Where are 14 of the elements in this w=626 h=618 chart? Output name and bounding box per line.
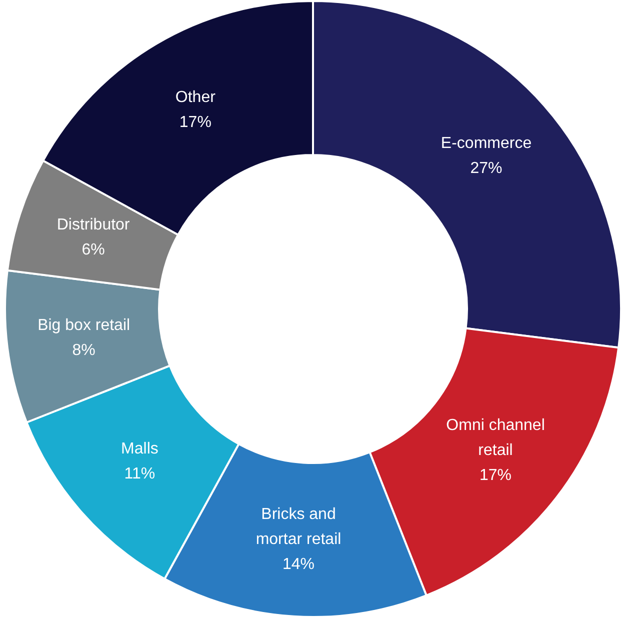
slice-label: Other — [175, 89, 216, 106]
slice-label: Bricks and mortar retail — [256, 506, 342, 548]
slice-label: Omni channel retail — [446, 416, 545, 459]
data-label: 14% — [282, 556, 315, 573]
slice-label: Distributor — [56, 216, 130, 234]
data-label: 8% — [72, 342, 96, 359]
data-label: 27% — [470, 160, 502, 178]
slice-label: E-commerce — [440, 135, 532, 152]
slice-label: Malls — [121, 440, 158, 458]
data-label: 17% — [480, 466, 512, 484]
data-label: 17% — [179, 114, 212, 132]
slice-label: Big box retail — [38, 316, 130, 334]
data-label: 11% — [124, 466, 156, 483]
data-label: 6% — [82, 242, 105, 259]
